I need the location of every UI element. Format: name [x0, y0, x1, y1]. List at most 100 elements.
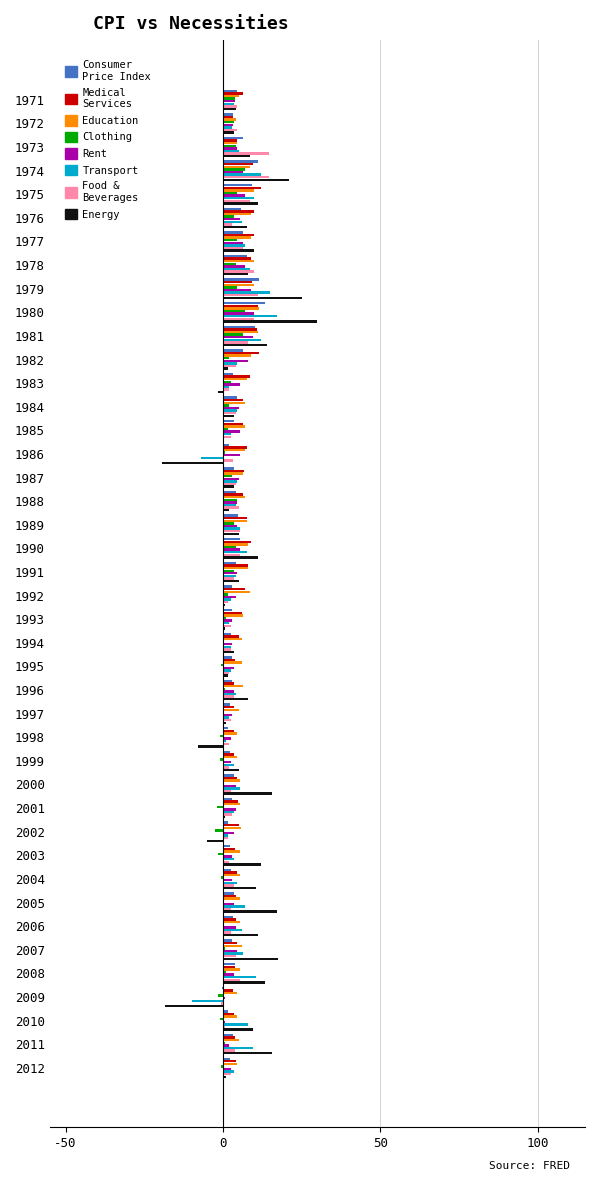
Bar [223, 837, 228, 839]
Bar [223, 92, 244, 94]
Bar [223, 344, 267, 346]
Bar [223, 221, 242, 224]
Bar [223, 861, 229, 863]
Bar [223, 480, 237, 483]
Bar [223, 383, 241, 385]
Bar [223, 698, 248, 700]
Bar [223, 596, 236, 598]
Bar [223, 591, 250, 593]
Bar [223, 528, 241, 530]
Bar [223, 942, 237, 944]
Bar [223, 926, 236, 929]
Bar [223, 750, 230, 753]
Bar [223, 454, 241, 457]
Bar [223, 696, 234, 698]
Bar [223, 567, 248, 570]
Bar [223, 761, 231, 763]
Bar [223, 855, 232, 857]
Bar [223, 522, 234, 524]
Bar [223, 208, 241, 210]
Bar [223, 732, 237, 735]
Bar [223, 848, 235, 850]
Bar [223, 363, 237, 365]
Bar [223, 213, 251, 215]
Bar [223, 635, 239, 637]
Bar [223, 574, 236, 577]
Bar [223, 617, 226, 619]
Bar [223, 1070, 234, 1072]
Bar [223, 709, 239, 711]
Bar [223, 624, 231, 627]
Bar [223, 716, 229, 718]
Bar [223, 476, 232, 478]
Bar [218, 994, 223, 996]
Bar [223, 730, 233, 732]
Bar [223, 619, 232, 622]
Bar [223, 950, 237, 952]
Bar [223, 446, 247, 448]
Bar [223, 921, 241, 924]
Bar [223, 1042, 224, 1044]
Bar [223, 955, 236, 957]
Bar [223, 168, 245, 170]
Bar [223, 194, 245, 196]
Bar [223, 304, 257, 307]
Bar [223, 622, 229, 624]
Bar [223, 404, 229, 407]
Bar [223, 493, 244, 496]
Bar [222, 987, 223, 989]
Bar [223, 785, 236, 787]
Bar [223, 244, 245, 246]
Bar [223, 100, 235, 102]
Bar [223, 769, 239, 772]
Bar [223, 105, 236, 107]
Bar [223, 845, 230, 848]
Bar [223, 265, 245, 268]
Bar [223, 685, 244, 687]
Bar [223, 380, 231, 383]
Bar [223, 515, 238, 517]
Bar [223, 336, 253, 339]
Bar [223, 141, 237, 144]
Bar [223, 239, 237, 241]
Bar [223, 546, 236, 548]
Bar [223, 539, 240, 541]
Bar [223, 470, 244, 472]
Bar [223, 433, 231, 435]
Bar [223, 1039, 239, 1042]
Bar [223, 556, 257, 559]
Bar [223, 281, 252, 283]
Bar [223, 89, 236, 92]
Bar [223, 674, 228, 677]
Bar [223, 108, 236, 111]
Bar [223, 646, 231, 648]
Bar [223, 472, 244, 474]
Bar [223, 171, 244, 174]
Bar [223, 317, 254, 320]
Bar [223, 294, 257, 296]
Bar [223, 682, 234, 685]
Bar [223, 533, 239, 535]
Bar [223, 680, 232, 682]
Bar [223, 580, 239, 583]
Bar [223, 263, 236, 265]
Bar [223, 756, 237, 759]
Bar [223, 892, 233, 894]
Bar [223, 352, 259, 354]
Bar [223, 874, 241, 876]
Bar [223, 1011, 228, 1013]
Bar [223, 672, 229, 674]
Bar [223, 981, 265, 983]
Bar [223, 850, 241, 853]
Bar [223, 396, 236, 398]
Bar [223, 184, 251, 187]
Bar [223, 147, 237, 150]
Bar [221, 1065, 223, 1068]
Bar [223, 687, 224, 690]
Bar [223, 507, 239, 509]
Bar [198, 746, 223, 748]
Bar [223, 766, 229, 768]
Bar [223, 541, 251, 543]
Bar [223, 498, 237, 501]
Bar [223, 517, 247, 520]
